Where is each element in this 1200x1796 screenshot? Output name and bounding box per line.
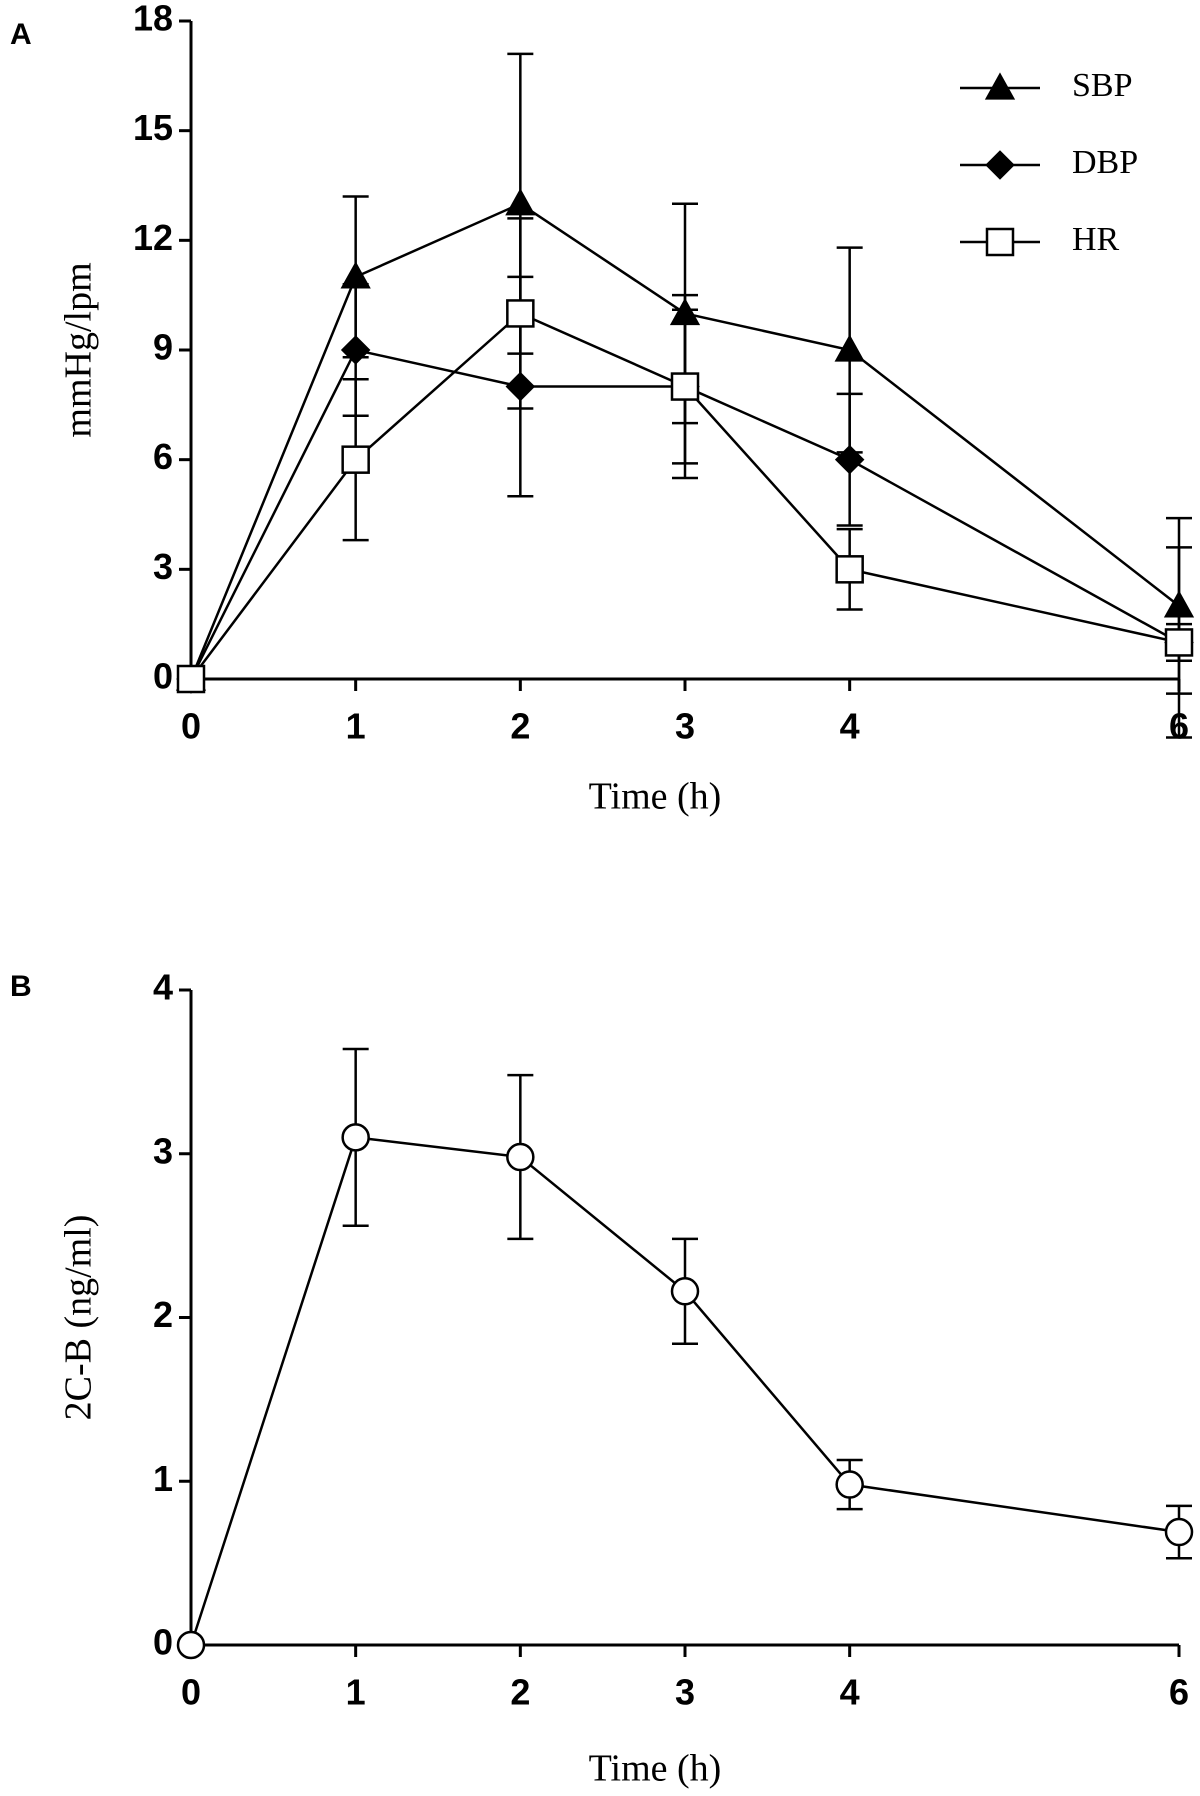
legend-marker	[985, 150, 1015, 180]
legend-marker	[985, 227, 1015, 257]
marker	[835, 555, 864, 584]
y-tick-label: 12	[133, 217, 173, 258]
y-tick-label: 3	[153, 1130, 173, 1171]
x-tick-label: 0	[181, 706, 201, 747]
x-tick-label: 3	[675, 1672, 695, 1713]
y-tick-label: 15	[133, 107, 173, 148]
y-tick-label: 6	[153, 436, 173, 477]
marker	[1164, 628, 1194, 657]
x-tick-label: 0	[181, 1672, 201, 1713]
x-tick-label: 2	[510, 706, 530, 747]
series-line	[189, 1136, 1180, 1646]
marker	[341, 1123, 370, 1152]
x-axis-label: Time (h)	[589, 1748, 722, 1790]
marker	[1164, 1517, 1194, 1547]
y-tick-label: 0	[153, 1622, 173, 1663]
x-tick-label: 1	[346, 706, 366, 747]
marker	[340, 335, 371, 365]
y-tick-label: 9	[153, 327, 173, 368]
panel-label: A	[10, 18, 32, 51]
y-tick-label: 1	[153, 1458, 173, 1499]
marker	[505, 188, 536, 216]
x-tick-label: 4	[840, 706, 860, 747]
marker	[176, 1630, 206, 1660]
y-tick-label: 2	[153, 1294, 173, 1335]
y-tick-label: 4	[153, 967, 173, 1008]
legend-label: DBP	[1072, 144, 1138, 181]
series-line	[190, 311, 1180, 680]
x-tick-label: 4	[840, 1672, 860, 1713]
y-tick-label: 0	[153, 656, 173, 697]
x-tick-label: 2	[510, 1672, 530, 1713]
series-line	[189, 348, 1180, 680]
marker	[506, 1142, 535, 1172]
y-tick-label: 3	[153, 546, 173, 587]
marker	[834, 334, 865, 362]
marker	[835, 1470, 864, 1499]
marker	[176, 664, 206, 694]
marker	[834, 444, 865, 475]
panel-label: B	[10, 970, 32, 1003]
x-axis-label: Time (h)	[589, 776, 722, 818]
x-tick-label: 1	[346, 1672, 366, 1713]
marker	[341, 445, 370, 474]
marker	[506, 299, 535, 328]
y-axis-label: 2C-B (ng/ml)	[58, 1215, 100, 1421]
marker	[670, 372, 700, 401]
legend-label: HR	[1072, 221, 1120, 258]
x-tick-label: 6	[1169, 1672, 1189, 1713]
marker	[670, 1277, 700, 1306]
y-tick-label: 18	[133, 0, 173, 39]
series-line	[189, 202, 1180, 680]
legend-label: SBP	[1072, 67, 1133, 104]
legend-marker	[984, 72, 1016, 100]
y-axis-label: mmHg/lpm	[58, 262, 100, 437]
x-tick-label: 3	[675, 706, 695, 747]
